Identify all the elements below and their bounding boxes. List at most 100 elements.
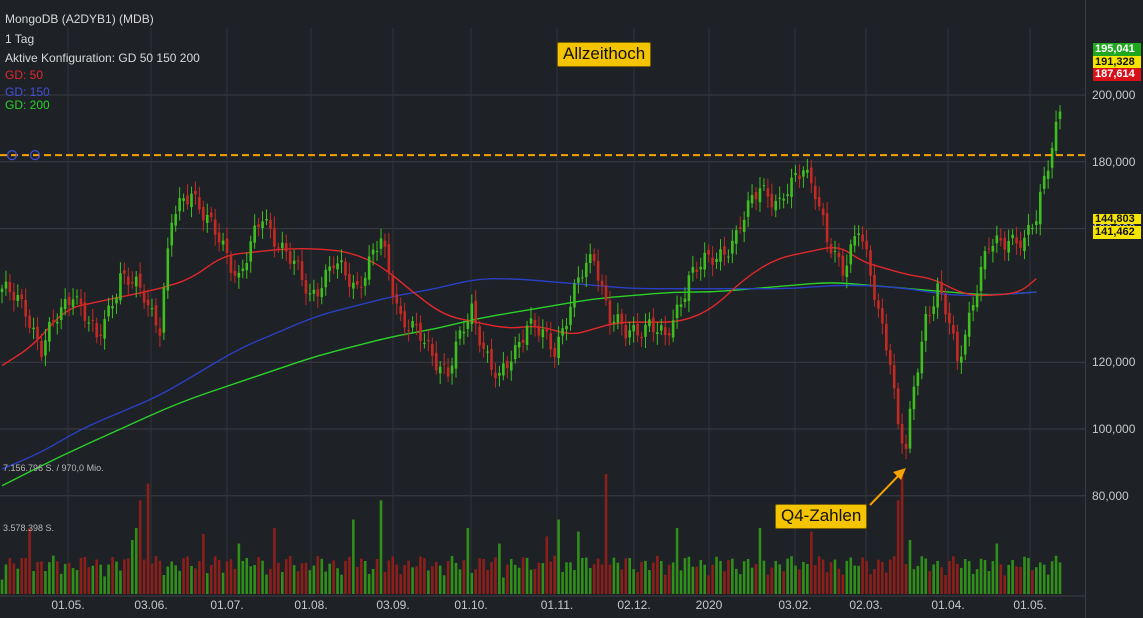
volume-bar xyxy=(521,557,525,594)
volume-bar xyxy=(87,567,91,594)
volume-bar xyxy=(529,569,533,594)
volume-bar xyxy=(1019,566,1022,594)
volume-bar xyxy=(916,565,920,594)
candle-body xyxy=(573,283,576,308)
candle-body xyxy=(908,408,912,449)
candle-body xyxy=(205,214,209,224)
volume-bar xyxy=(296,571,300,594)
candle-body xyxy=(1046,170,1050,179)
volume-bar xyxy=(549,561,553,594)
candle-body xyxy=(1027,225,1030,235)
volume-label-lower: 3.578.398 S. xyxy=(3,523,55,533)
candle-body xyxy=(932,306,935,314)
candle-body xyxy=(829,244,833,254)
volume-bar xyxy=(533,569,537,594)
candle-body xyxy=(95,323,99,338)
candle-body xyxy=(48,321,51,342)
volume-bar xyxy=(340,574,343,594)
candle-body xyxy=(265,219,268,221)
candle-body xyxy=(367,256,371,280)
volume-bar xyxy=(253,565,256,594)
candle-body xyxy=(138,273,142,288)
candle-body xyxy=(963,334,967,355)
volume-bar xyxy=(727,560,730,594)
candle-body xyxy=(924,313,928,341)
volume-bar xyxy=(884,572,888,594)
volume-bar xyxy=(40,561,43,594)
volume-bar xyxy=(478,558,481,594)
candle-body xyxy=(687,275,691,301)
volume-bar xyxy=(620,569,624,594)
candle-body xyxy=(142,290,146,303)
candle-body xyxy=(119,273,122,301)
candle-body xyxy=(304,280,308,294)
candle-body xyxy=(821,208,825,216)
candle-body xyxy=(979,266,983,292)
candle-body xyxy=(782,198,785,201)
candle-body xyxy=(506,360,509,369)
candle-body xyxy=(553,348,556,357)
candle-body xyxy=(857,233,860,235)
candle-body xyxy=(809,167,813,184)
candle-body xyxy=(549,333,553,350)
candle-body xyxy=(1003,237,1007,250)
candle-body xyxy=(257,224,260,227)
candle-body xyxy=(352,282,355,289)
candle-body xyxy=(249,241,253,262)
candle-body xyxy=(1019,240,1022,249)
volume-bar xyxy=(628,558,631,594)
volume-bar xyxy=(127,558,130,594)
volume-bar xyxy=(383,571,387,594)
volume-bar xyxy=(4,564,8,594)
volume-bar xyxy=(786,558,789,594)
candle-body xyxy=(348,273,351,287)
volume-bar xyxy=(616,562,620,594)
candle-body xyxy=(663,327,667,336)
candle-body xyxy=(111,306,114,309)
volume-bar xyxy=(517,567,521,594)
candle-body xyxy=(261,221,264,229)
candle-body xyxy=(162,287,166,333)
candle-body xyxy=(1011,234,1014,239)
y-tick-label: 200,000 xyxy=(1092,88,1136,102)
volume-bar xyxy=(498,543,501,594)
volume-bar xyxy=(948,560,951,594)
candle-body xyxy=(837,252,841,258)
candle-body xyxy=(158,328,162,336)
candle-body xyxy=(198,196,201,210)
candle-body xyxy=(869,250,872,276)
candle-body xyxy=(407,330,410,332)
candle-body xyxy=(375,250,379,252)
x-tick-label: 03.02. xyxy=(778,598,811,612)
candle-body xyxy=(83,302,87,321)
candle-body xyxy=(312,289,316,294)
candle-body xyxy=(241,268,245,272)
volume-bar xyxy=(71,568,75,594)
volume-bar xyxy=(241,560,245,594)
volume-bar xyxy=(16,568,20,594)
candle-body xyxy=(438,366,442,374)
candle-body xyxy=(1038,191,1042,225)
volume-bar xyxy=(632,569,635,594)
volume-bar xyxy=(963,559,967,594)
candle-body xyxy=(482,342,485,349)
x-tick-label: 03.06. xyxy=(134,598,167,612)
volume-bar xyxy=(584,557,588,594)
volume-bar xyxy=(1038,562,1042,594)
candle-body xyxy=(87,322,91,324)
candle-body xyxy=(371,249,375,255)
volume-bar xyxy=(75,570,79,594)
y-tick-label: 120,000 xyxy=(1092,355,1136,369)
volume-bar xyxy=(699,560,703,594)
candle-body xyxy=(166,248,170,291)
volume-bar xyxy=(158,560,162,594)
candle-body xyxy=(971,304,975,311)
candle-body xyxy=(75,296,79,298)
volume-bar xyxy=(308,570,312,594)
candle-body xyxy=(983,251,987,270)
chart-interval: 1 Tag xyxy=(5,32,35,46)
volume-bar xyxy=(1023,556,1026,594)
volume-bar xyxy=(537,562,541,594)
x-tick-label: 2020 xyxy=(696,598,723,612)
